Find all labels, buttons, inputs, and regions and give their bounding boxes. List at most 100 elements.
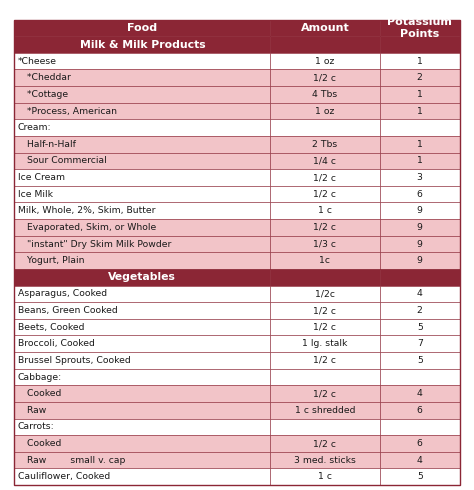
Text: 9: 9 <box>417 256 423 265</box>
Text: Cooked: Cooked <box>18 439 61 448</box>
Text: 1 c shredded: 1 c shredded <box>295 406 355 415</box>
Bar <box>380 236 460 252</box>
Bar <box>270 236 380 252</box>
Text: Cauliflower, Cooked: Cauliflower, Cooked <box>18 472 110 481</box>
Text: 2: 2 <box>417 74 423 82</box>
Bar <box>270 136 380 152</box>
Bar <box>270 435 380 452</box>
Text: 6: 6 <box>417 190 423 198</box>
Text: 5: 5 <box>417 356 422 365</box>
Text: Beans, Green Cooked: Beans, Green Cooked <box>18 306 117 315</box>
Text: 7: 7 <box>417 339 423 348</box>
Text: 1 lg. stalk: 1 lg. stalk <box>302 339 348 348</box>
Text: Potassium
Points: Potassium Points <box>387 17 452 39</box>
Bar <box>270 402 380 418</box>
Text: 1: 1 <box>417 140 423 149</box>
Text: 1/2 c: 1/2 c <box>313 223 337 232</box>
Text: 1/2 c: 1/2 c <box>313 74 337 82</box>
Text: *Process, American: *Process, American <box>18 106 117 116</box>
Bar <box>380 169 460 186</box>
Text: 3: 3 <box>417 173 423 182</box>
Text: 1: 1 <box>417 57 423 66</box>
Text: 1/2c: 1/2c <box>315 290 335 298</box>
Bar <box>14 269 270 286</box>
Bar <box>380 86 460 103</box>
Text: Vegetables: Vegetables <box>109 272 176 282</box>
Bar <box>14 202 270 219</box>
Bar <box>270 302 380 319</box>
Text: 1: 1 <box>417 156 423 166</box>
Text: Cabbage:: Cabbage: <box>18 372 62 382</box>
Text: 1c: 1c <box>319 256 330 265</box>
Bar <box>14 402 270 418</box>
Text: 5: 5 <box>417 472 422 481</box>
Text: Brussel Sprouts, Cooked: Brussel Sprouts, Cooked <box>18 356 130 365</box>
Text: 1: 1 <box>417 90 423 99</box>
Bar <box>14 36 270 53</box>
Bar <box>14 368 270 385</box>
Bar <box>270 219 380 236</box>
Text: Raw        small v. cap: Raw small v. cap <box>18 456 125 465</box>
Bar <box>380 435 460 452</box>
Bar <box>270 53 380 70</box>
Bar <box>14 302 270 319</box>
Bar <box>380 36 460 53</box>
Bar <box>14 286 270 302</box>
Text: 1/2 c: 1/2 c <box>313 322 337 332</box>
Bar <box>270 319 380 336</box>
Bar <box>380 352 460 368</box>
Text: Broccoli, Cooked: Broccoli, Cooked <box>18 339 94 348</box>
Bar <box>270 468 380 485</box>
Bar <box>380 202 460 219</box>
Text: Asparagus, Cooked: Asparagus, Cooked <box>18 290 107 298</box>
Bar <box>14 435 270 452</box>
Bar <box>14 336 270 352</box>
Bar <box>14 152 270 169</box>
Bar <box>380 319 460 336</box>
Bar <box>14 418 270 435</box>
Text: 9: 9 <box>417 206 423 215</box>
Text: Cooked: Cooked <box>18 389 61 398</box>
Bar <box>14 70 270 86</box>
Bar <box>270 202 380 219</box>
Text: 1 c: 1 c <box>318 472 332 481</box>
Bar <box>380 452 460 468</box>
Text: 1 oz: 1 oz <box>315 57 335 66</box>
Text: *Cheese: *Cheese <box>18 57 56 66</box>
Bar <box>270 70 380 86</box>
Bar <box>380 468 460 485</box>
Bar <box>380 252 460 269</box>
Bar <box>380 103 460 120</box>
Bar <box>380 219 460 236</box>
Text: 1/2 c: 1/2 c <box>313 439 337 448</box>
Bar <box>270 418 380 435</box>
Text: 4: 4 <box>417 456 423 465</box>
Bar <box>270 36 380 53</box>
Text: 1: 1 <box>417 106 423 116</box>
Bar <box>270 169 380 186</box>
Text: 1/2 c: 1/2 c <box>313 306 337 315</box>
Text: Yogurt, Plain: Yogurt, Plain <box>18 256 84 265</box>
Text: 1/2 c: 1/2 c <box>313 190 337 198</box>
Text: Milk, Whole, 2%, Skim, Butter: Milk, Whole, 2%, Skim, Butter <box>18 206 155 215</box>
Bar <box>380 336 460 352</box>
Text: 1 c: 1 c <box>318 206 332 215</box>
Bar <box>380 302 460 319</box>
Bar <box>380 286 460 302</box>
Bar <box>380 385 460 402</box>
Bar <box>380 53 460 70</box>
Bar <box>14 352 270 368</box>
Bar <box>14 219 270 236</box>
Bar <box>270 452 380 468</box>
Bar <box>380 120 460 136</box>
Text: Food: Food <box>127 23 157 33</box>
Bar <box>270 120 380 136</box>
Bar <box>380 70 460 86</box>
Text: Half-n-Half: Half-n-Half <box>18 140 75 149</box>
Text: Ice Milk: Ice Milk <box>18 190 53 198</box>
Bar <box>270 269 380 286</box>
Bar <box>270 103 380 120</box>
Bar <box>380 186 460 202</box>
Bar <box>14 252 270 269</box>
Bar <box>14 385 270 402</box>
